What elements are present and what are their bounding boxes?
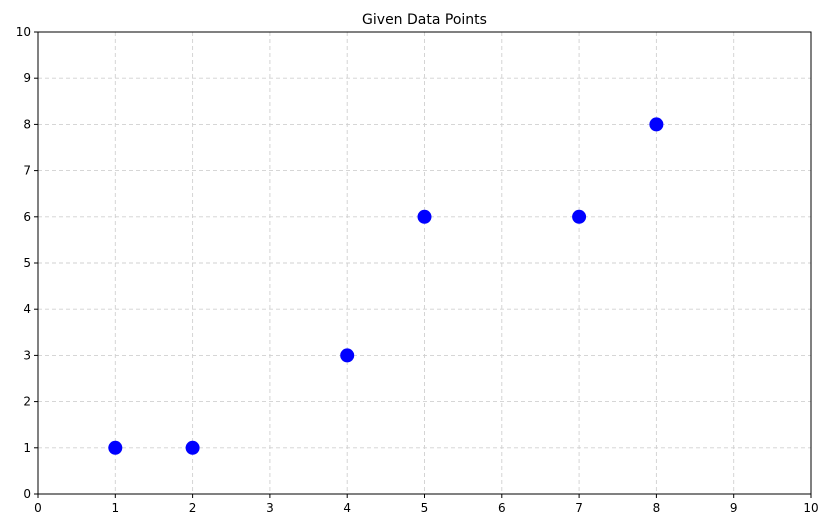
data-point: [572, 209, 587, 224]
chart-title: Given Data Points: [362, 12, 487, 28]
y-tick-label: 8: [23, 117, 31, 131]
y-tick-label: 6: [23, 210, 31, 224]
points-layer: [108, 117, 664, 455]
data-point: [340, 348, 355, 363]
y-tick-label: 0: [23, 487, 31, 501]
x-tick-label: 4: [343, 501, 351, 515]
y-tick-label: 5: [23, 256, 31, 270]
x-tick-label: 0: [34, 501, 42, 515]
x-tick-label: 7: [575, 501, 583, 515]
data-point: [649, 117, 664, 132]
x-tick-label: 3: [266, 501, 274, 515]
x-tick-label: 10: [803, 501, 818, 515]
x-tick-label: 2: [189, 501, 197, 515]
data-point: [108, 440, 123, 455]
y-tick-label: 7: [23, 164, 31, 178]
y-tick-label: 2: [23, 395, 31, 409]
x-tick-label: 9: [730, 501, 738, 515]
y-tick-label: 1: [23, 441, 31, 455]
x-tick-label: 1: [111, 501, 119, 515]
y-tick-label: 4: [23, 302, 31, 316]
x-tick-label: 5: [421, 501, 429, 515]
y-tick-label: 10: [16, 25, 31, 39]
ticks-layer: 0 1 2 3 4 5 6 7 8 9 10 0 1 2 3 4 5 6 7 8 9 10: [16, 25, 819, 515]
x-tick-label: 8: [653, 501, 661, 515]
y-tick-label: 3: [23, 348, 31, 362]
data-point: [417, 209, 432, 224]
data-point: [185, 440, 200, 455]
x-tick-label: 6: [498, 501, 506, 515]
y-tick-label: 9: [23, 71, 31, 85]
